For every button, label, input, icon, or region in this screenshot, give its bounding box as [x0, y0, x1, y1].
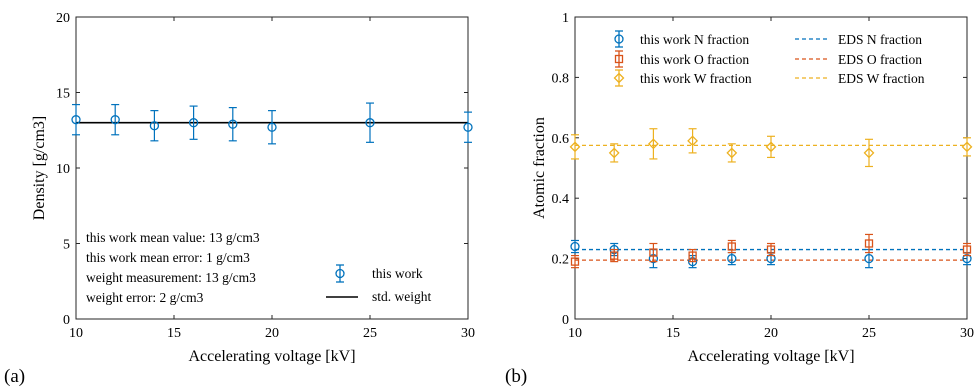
panel-b-legend: this work N fraction EDS N fraction this…	[613, 30, 925, 87]
panel-a-point-circle	[71, 115, 81, 125]
panel-b-legend-marker-square	[614, 54, 624, 64]
panel-a-annotation-1: this work mean value: 13 g/cm3	[86, 230, 260, 245]
panel-a-y-tick-label: 20	[56, 11, 70, 26]
panel-a-point-circle	[463, 122, 473, 132]
panel-b-y-tick-label: 0.2	[552, 253, 570, 268]
panel-b-point-square	[649, 248, 658, 257]
panel-a-legend-label-this-work: this work	[372, 266, 423, 281]
panel-a-label: (a)	[4, 366, 25, 387]
panel-b-ticks: 10 15 20 25 30 0 0.2 0.4 0.6 0.8 1	[552, 11, 975, 341]
panel-b-point-circle	[570, 241, 580, 252]
panel-b-datapoints	[569, 128, 973, 269]
panel-a-legend: this work std. weight	[326, 264, 431, 304]
panel-a-y-tick-label: 0	[63, 313, 70, 328]
panel-b-point-circle	[864, 253, 874, 264]
panel-b-point-square	[864, 239, 874, 248]
panel-a-point-circle	[149, 121, 160, 131]
panel-b-point-square	[570, 257, 580, 266]
panel-a-y-tick-label: 10	[56, 162, 70, 177]
panel-b-chart: 10 15 20 25 30 0 0.2 0.4 0.6 0.8 1 this work N fra…	[505, 11, 974, 387]
panel-a-y-axis-label: Density [g/cm3]	[31, 116, 48, 220]
panel-b-eds-lines	[575, 144, 967, 261]
panel-b-y-tick-label: 0.6	[552, 132, 570, 147]
panel-b-legend-label-eds-n: EDS N fraction	[838, 32, 922, 47]
panel-a-x-axis-label: Accelerating voltage [kV]	[188, 348, 355, 365]
panel-b-point-diamond	[687, 135, 699, 147]
panel-b-point-square	[962, 245, 972, 254]
panel-a-point-circle	[365, 118, 375, 128]
panel-b-legend-label-n: this work N fraction	[640, 32, 749, 47]
panel-b-legend-label-eds-o: EDS O fraction	[838, 52, 922, 67]
panel-a-x-tick-label: 30	[461, 326, 475, 341]
panel-a-legend-label-std-weight: std. weight	[372, 289, 431, 304]
panel-b-point-diamond	[863, 147, 875, 159]
panel-b-x-tick-label: 15	[666, 326, 680, 341]
panel-b-y-tick-label: 0.8	[552, 71, 570, 86]
panel-a-y-tick-label: 5	[63, 238, 70, 253]
panel-b-point-diamond	[765, 141, 777, 153]
panel-a-point-circle	[110, 115, 120, 125]
panel-b-legend-label-w: this work W fraction	[640, 71, 752, 86]
panel-a-datapoints	[71, 102, 473, 145]
panel-b-x-tick-label: 20	[764, 326, 778, 341]
panel-a-x-tick-label: 15	[167, 326, 181, 341]
panel-b-legend-label-o: this work O fraction	[640, 52, 749, 67]
panel-b-point-diamond	[608, 147, 620, 159]
panel-a-x-tick-label: 10	[69, 326, 83, 341]
panel-b-y-tick-label: 1	[562, 11, 569, 26]
panel-b-y-tick-label: 0.4	[552, 192, 570, 207]
panel-b-legend-marker-diamond	[613, 72, 625, 84]
panel-a-annotation-2: this work mean error: 1 g/cm3	[86, 250, 250, 265]
panel-b-point-square	[688, 251, 697, 260]
panel-a-annotation-4: weight error: 2 g/cm3	[86, 290, 204, 305]
panel-b-point-square	[610, 251, 619, 260]
panel-a-legend-marker-circle	[335, 268, 345, 279]
panel-b-point-diamond	[569, 141, 581, 153]
panel-a-point-circle	[228, 119, 238, 129]
panel-b-point-diamond	[961, 141, 973, 153]
panel-b-y-axis-label: Atomic fraction	[531, 117, 548, 219]
panel-b-x-tick-label: 10	[568, 326, 582, 341]
panel-a-x-tick-label: 20	[265, 326, 279, 341]
panel-a-chart: 10 15 20 25 30 0 5 10 15 20 this work mean value:…	[4, 11, 475, 387]
panel-a-ticks: 10 15 20 25 30 0 5 10 15 20	[56, 11, 475, 341]
panel-a-point-circle	[188, 118, 199, 128]
panel-b-x-tick-label: 25	[862, 326, 876, 341]
panel-b-point-diamond	[647, 138, 659, 150]
panel-b-x-axis-label: Accelerating voltage [kV]	[687, 348, 854, 365]
panel-b-x-tick-label: 30	[960, 326, 974, 341]
panel-a-point-circle	[267, 122, 277, 132]
panel-a-y-tick-label: 15	[56, 87, 70, 102]
panel-a-annotation-3: weight measurement: 13 g/cm3	[86, 270, 256, 285]
panel-b-point-diamond	[726, 147, 738, 159]
panel-b-legend-label-eds-w: EDS W fraction	[838, 71, 925, 86]
panel-b-legend-marker-circle	[614, 34, 624, 44]
panel-b-point-circle	[727, 253, 737, 264]
panel-b-y-tick-label: 0	[562, 313, 569, 328]
panel-b-point-square	[727, 242, 736, 251]
panel-b-label: (b)	[505, 366, 527, 387]
panel-b-point-square	[766, 245, 776, 254]
panel-a-x-tick-label: 25	[363, 326, 377, 341]
